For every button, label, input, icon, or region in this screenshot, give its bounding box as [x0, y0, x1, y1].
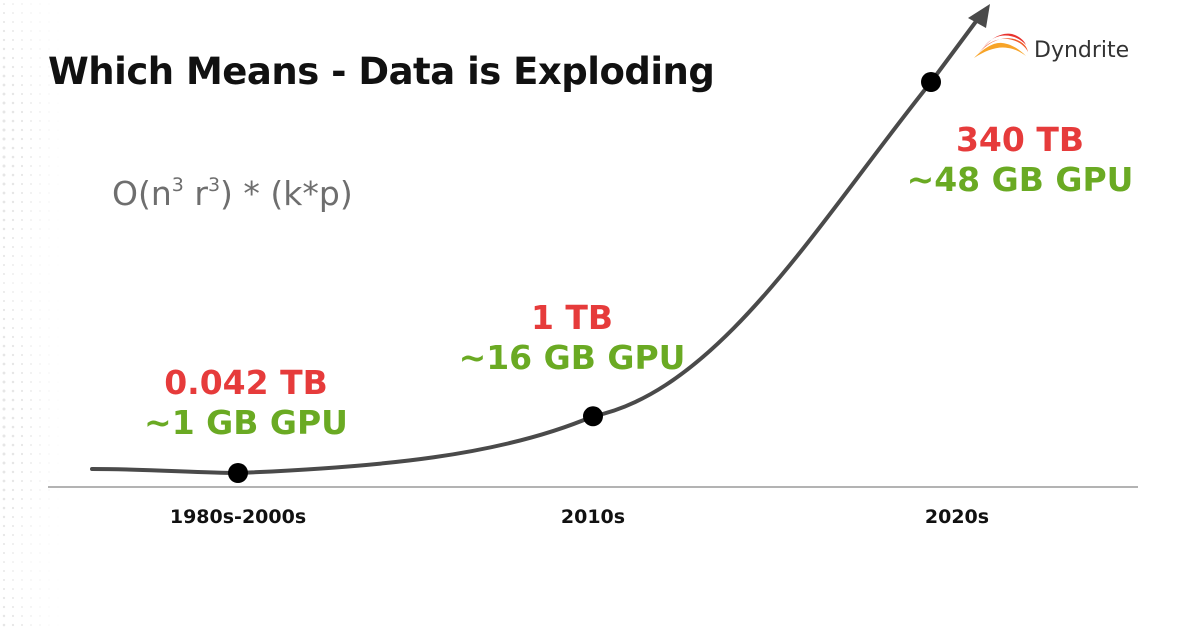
formula-suffix: ) * (k*p) [220, 174, 353, 213]
data-label-tb-1980s: 0.042 TB [164, 363, 328, 402]
formula-prefix: O(n [112, 174, 172, 213]
formula-exponent-1: 3 [171, 174, 184, 196]
data-point-2020s [921, 72, 941, 92]
arrowhead-icon [968, 4, 990, 28]
x-tick-label-2010s: 2010s [560, 506, 626, 528]
data-label-gpu-1980s: ~1 GB GPU [144, 403, 348, 442]
data-point-2010s [583, 406, 603, 427]
annotation-1980s: 0.042 TB ~1 GB GPU [126, 363, 366, 443]
formula-exponent-2: 3 [207, 174, 221, 196]
data-point-1980s-2000s [228, 463, 248, 483]
formula-mid: r [194, 174, 208, 213]
complexity-formula: O(n3 r3) * (k*p) [112, 174, 353, 213]
series-line [90, 10, 985, 476]
data-label-gpu-2020s: ~48 GB GPU [906, 160, 1134, 199]
flame-logo-icon [974, 33, 1028, 58]
annotation-2020s: 340 TB ~48 GB GPU [880, 120, 1160, 200]
logo-text: Dyndrite [1034, 37, 1130, 63]
annotation-2010s: 1 TB ~16 GB GPU [442, 298, 702, 378]
page-title: Which Means - Data is Exploding [48, 50, 715, 93]
data-label-tb-2010s: 1 TB [530, 298, 614, 337]
dyndrite-logo: Dyndrite [972, 28, 1129, 72]
data-label-tb-2020s: 340 TB [955, 120, 1085, 159]
data-label-gpu-2010s: ~16 GB GPU [458, 338, 686, 377]
x-tick-label-1980s: 1980s-2000s [169, 506, 307, 528]
x-tick-label-2020s: 2020s [924, 506, 990, 528]
